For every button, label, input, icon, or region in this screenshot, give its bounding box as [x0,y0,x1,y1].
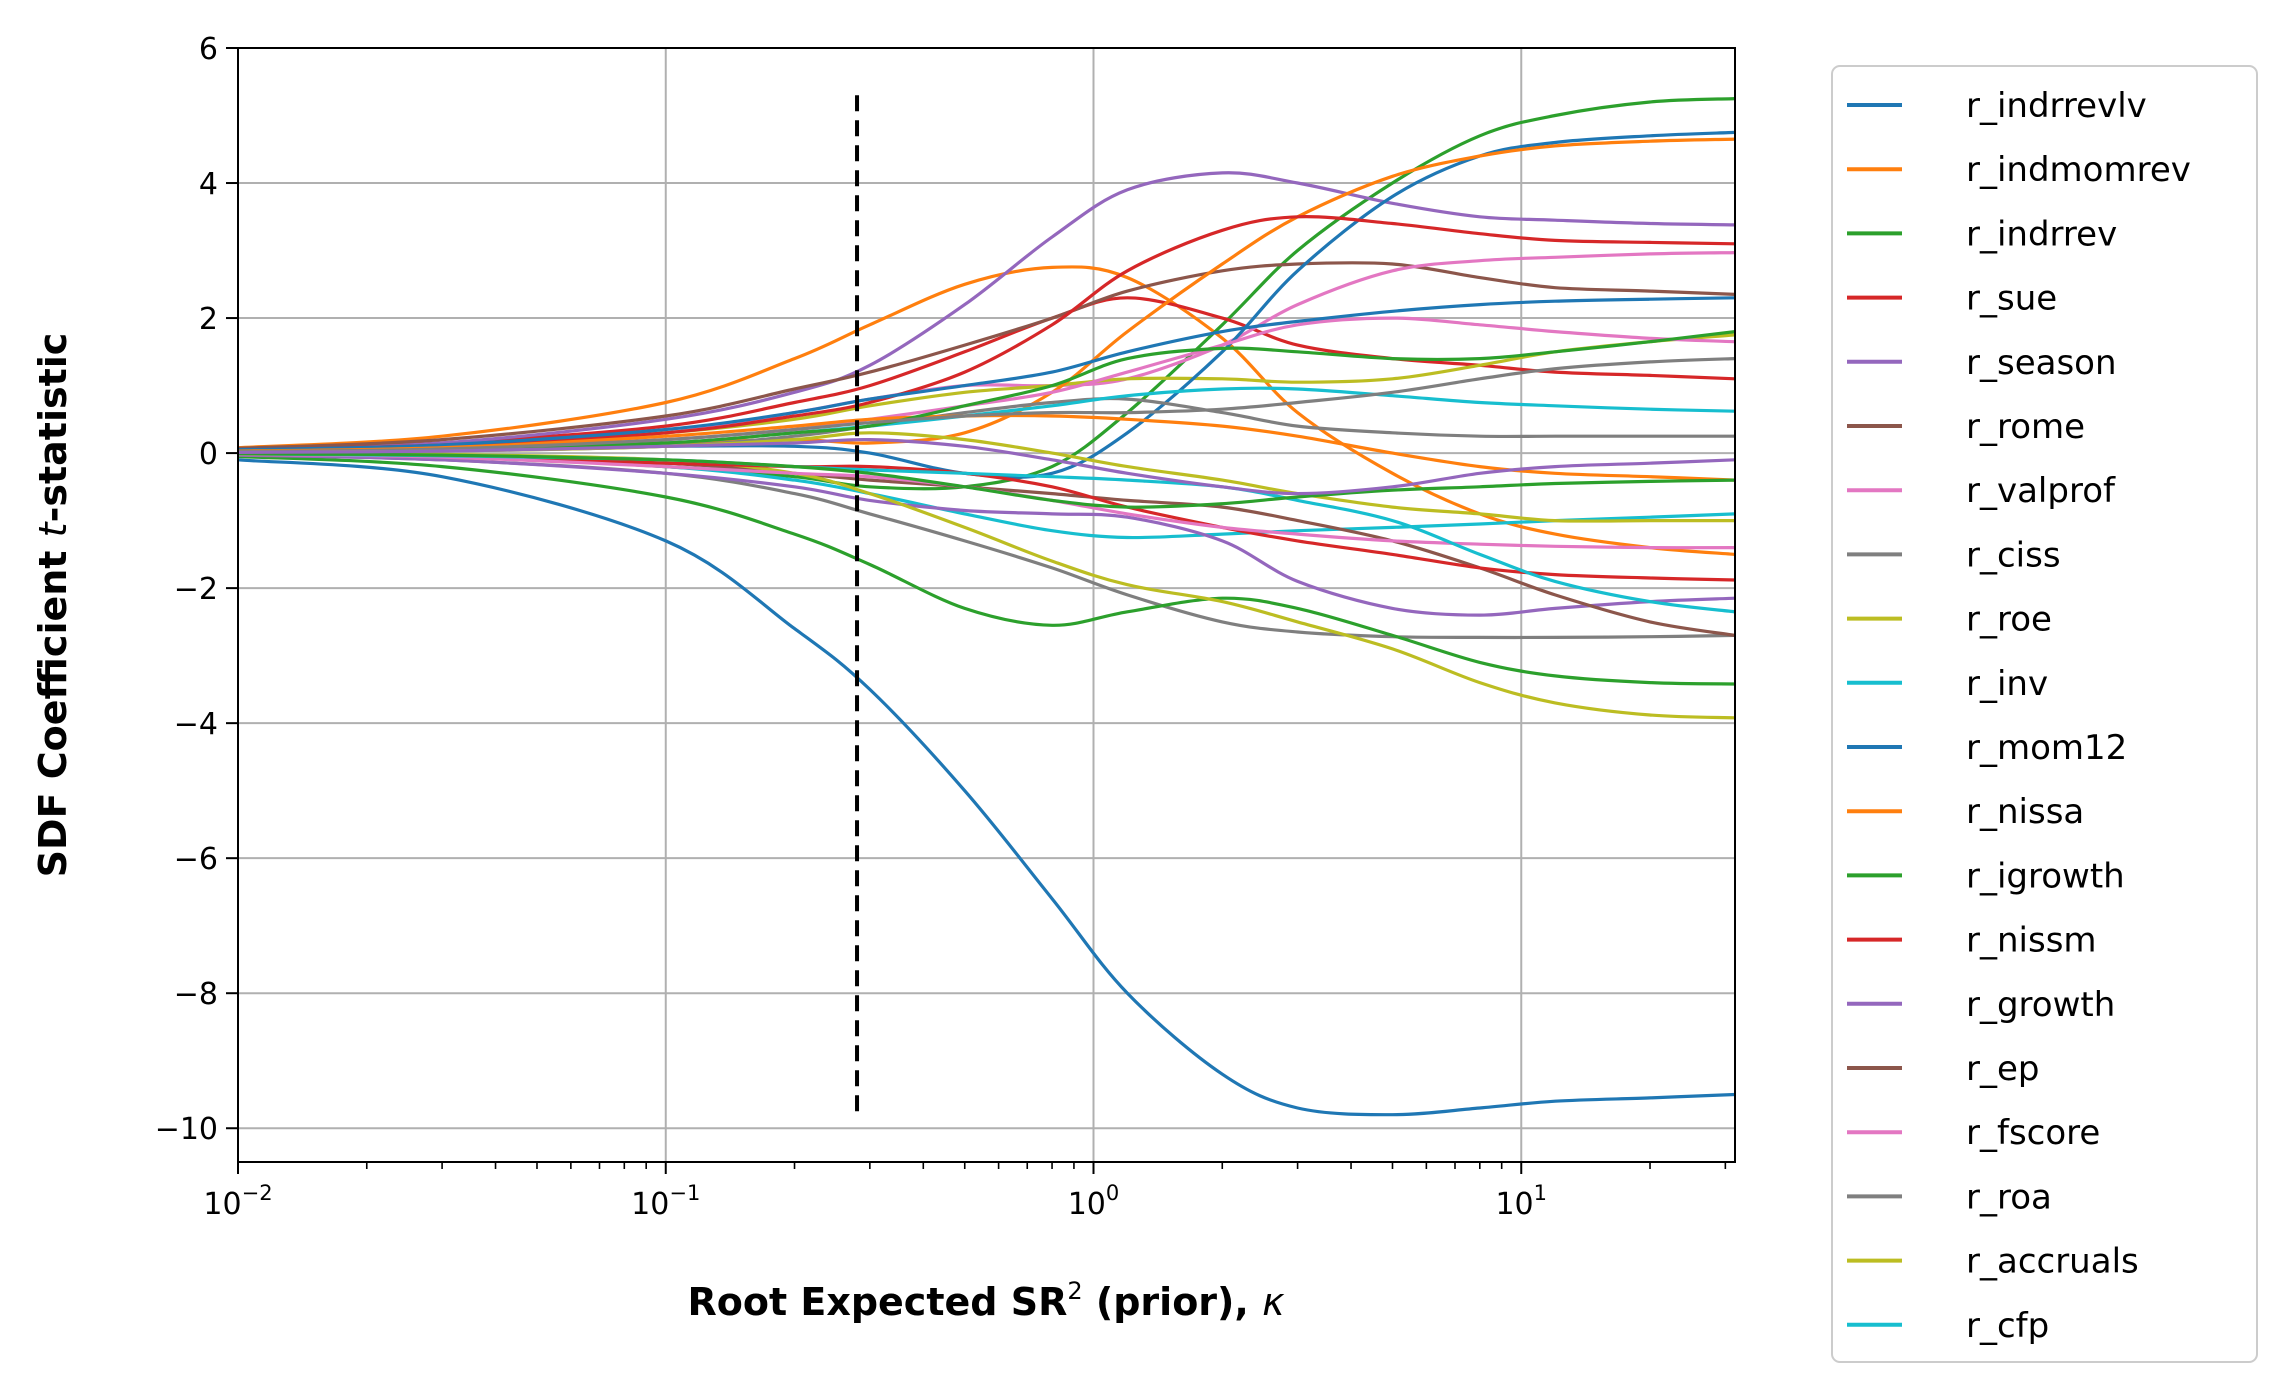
y-axis-title-suffix: -statistic [31,333,75,523]
grid-lines [237,47,1735,1162]
legend: r_indrrevlv r_indmomrev r_indrrev r_sue r_se… [1831,65,2258,1363]
series-line-unlabeled-28 [238,452,1735,509]
x-axis-ticks: 10−2 10−1 100 101 [203,1162,1727,1222]
x-tick-label-base: 10 [203,1187,241,1222]
x-axis-title: Root Expected SR2 (prior), κ [688,1277,1286,1324]
legend-label-r-fscore: r_fscore [1966,1113,2100,1153]
y-axis-title-main: SDF Coefficient [31,537,75,877]
legend-label-r-cfp: r_cfp [1966,1306,2049,1346]
legend-label-r-nissa: r_nissa [1966,792,2084,832]
legend-label-r-roa: r_roa [1966,1177,2052,1217]
y-axis-title: SDF Coefficient t-statistic [31,333,75,878]
plot-frame [237,47,1736,1163]
x-tick-label-0: 10−2 [203,1181,272,1222]
series-line-r-rome [238,261,1735,450]
x-axis-title-suffix: (prior), [1083,1280,1262,1324]
x-axis-title-main: Root Expected SR [688,1280,1068,1324]
x-tick-label-exponent: −2 [242,1181,273,1205]
y-tick-label-6: −6 [174,842,218,877]
series-line-unlabeled-23 [238,451,1735,582]
y-tick-label-4: −2 [174,572,218,607]
x-axis-title-sup: 2 [1067,1277,1082,1305]
legend-label-r-mom12: r_mom12 [1966,728,2127,768]
legend-label-r-nissm: r_nissm [1966,921,2097,961]
x-tick-label-exponent: −1 [669,1181,700,1205]
legend-label-r-indrrev: r_indrrev [1966,214,2117,254]
series-line-unlabeled-20 [238,296,1735,452]
legend-items: r_indrrevlv r_indmomrev r_indrrev r_sue r_se… [1847,86,2191,1346]
series-line-r-season [238,171,1735,452]
legend-label-r-roe: r_roe [1966,600,2052,640]
series-line-r-indrrevlv [238,458,1735,1117]
series-line-unlabeled-22 [238,330,1735,454]
legend-label-r-valprof: r_valprof [1966,471,2116,511]
x-tick-label-2: 100 [1068,1181,1120,1222]
x-axis-title-symbol: κ [1262,1280,1285,1324]
series-line-r-accruals [238,451,1735,720]
series-line-r-growth [238,453,1735,617]
legend-label-r-indmomrev: r_indmomrev [1966,150,2191,190]
y-tick-label-2: 2 [199,302,218,337]
legend-label-r-growth: r_growth [1966,985,2115,1025]
legend-label-r-ep: r_ep [1966,1049,2039,1089]
series-line-r-igrowth [238,454,1735,686]
series-line-r-indrrev [238,97,1735,491]
y-tick-label-7: −8 [174,977,218,1012]
y-axis-ticks: 6 4 2 0 −2 −4 −6 −8 −10 [155,32,238,1147]
x-tick-label-base: 10 [1495,1187,1533,1222]
series-line-r-nissm [238,215,1735,452]
y-tick-label-8: −10 [155,1112,218,1147]
y-tick-label-0: 6 [199,32,218,67]
x-tick-label-base: 10 [1068,1187,1106,1222]
legend-label-r-ciss: r_ciss [1966,535,2061,575]
legend-label-r-igrowth: r_igrowth [1966,856,2125,896]
series-lines [238,97,1735,1117]
legend-label-r-rome: r_rome [1966,407,2085,447]
legend-box [1831,65,2258,1363]
series-line-unlabeled-29 [238,437,1735,496]
y-tick-label-1: 4 [199,167,218,202]
x-tick-label-exponent: 1 [1534,1181,1547,1205]
x-tick-label-exponent: 0 [1106,1181,1119,1205]
y-axis-title-symbol: t [31,520,75,537]
series-line-unlabeled-25 [238,452,1735,550]
legend-label-r-indrrevlv: r_indrrevlv [1966,86,2147,126]
legend-label-r-sue: r_sue [1966,279,2057,319]
y-tick-label-3: 0 [199,437,218,472]
legend-label-r-accruals: r_accruals [1966,1242,2139,1282]
series-line-unlabeled-24 [238,357,1735,454]
legend-label-r-inv: r_inv [1966,664,2048,704]
legend-label-r-season: r_season [1966,343,2117,383]
x-tick-label-base: 10 [631,1187,669,1222]
x-tick-label-3: 101 [1495,1181,1547,1222]
y-tick-label-5: −4 [174,707,218,742]
x-tick-label-1: 10−1 [631,1181,700,1222]
